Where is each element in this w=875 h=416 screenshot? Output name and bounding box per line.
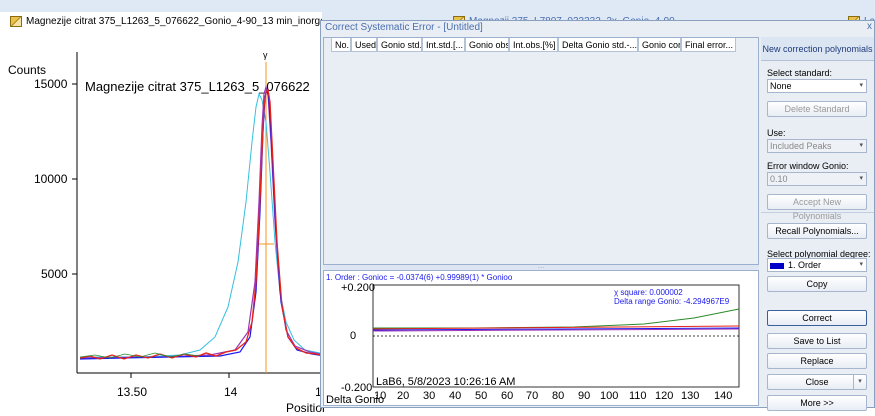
tab-magnezije-citrat[interactable]: Magnezije citrat 375_L1263_5_076622_Goni… [0, 12, 322, 32]
use-value: Included Peaks [770, 141, 832, 151]
panel-header: New correction polynomials [761, 37, 874, 61]
x-tick-label: 1 [315, 385, 322, 399]
x-tick-label: 13.50 [117, 385, 147, 399]
y-axis-label: Counts [8, 63, 46, 77]
x-tick-label: 40 [449, 390, 461, 402]
blue-curve [372, 327, 740, 331]
chevron-down-icon: ▾ [859, 82, 863, 89]
x-tick-label: 30 [423, 390, 435, 402]
error-window-value: 0.10 [770, 174, 788, 184]
close-icon[interactable]: x [867, 21, 872, 32]
copy-button[interactable]: Copy [767, 276, 867, 292]
x-tick-label: 80 [552, 390, 564, 402]
x-ticks: 10 20 30 40 50 60 70 80 90 100 110 120 1… [374, 390, 732, 402]
x-tick-label: 60 [501, 390, 513, 402]
accept-new-polynomials-button[interactable]: Accept New Polynomials [767, 194, 867, 221]
column-header-gonio-cor[interactable]: Gonio cor. [638, 38, 681, 52]
standard-label: LaB6, 5/8/2023 10:26:16 AM [376, 376, 515, 388]
x-tick-label: 50 [475, 390, 487, 402]
standard-group: Select standard: None ▾ Delete Standard … [761, 61, 874, 221]
x-tick-label: 10 [374, 390, 386, 402]
x-tick-label: 14 [224, 385, 238, 399]
polynomial-caption: 1. Order : Gonioc = -0.0374(6) +0.99989(… [326, 273, 513, 282]
y-zero-label: 0 [350, 330, 356, 342]
select-standard-value: None [770, 81, 792, 91]
pane-splitter[interactable]: .... [323, 264, 759, 270]
chevron-down-icon: ▾ [859, 175, 863, 182]
x-tick-label: 130 [681, 390, 699, 402]
red-profile [79, 88, 325, 360]
x-tick-label: 90 [578, 390, 590, 402]
cyan-profile [80, 92, 325, 358]
series-color-swatch [770, 262, 784, 269]
chevron-down-icon: ▾ [859, 261, 863, 268]
purple-profile [79, 84, 325, 359]
green-curve [373, 308, 740, 329]
more-button[interactable]: More >> [767, 395, 867, 411]
y-tick-label: 5000 [41, 267, 68, 281]
peak-marker-label: γ [263, 50, 268, 60]
document-icon [10, 15, 22, 27]
tab-label: Magnezije citrat 375_L1263_5_076622_Goni… [26, 16, 322, 27]
polynomial-degree-label: Select polynomial degree: [767, 249, 871, 259]
delta-range-text: Delta range Gonio: -4.294967E9 [614, 297, 730, 306]
column-header-gonio-std[interactable]: Gonio std. [377, 38, 422, 52]
column-header-delta-gonio[interactable]: Delta Gonio std.-... [558, 38, 638, 52]
column-header-gonio-obs[interactable]: Gonio obs. [465, 38, 509, 52]
column-header-final-error[interactable]: Final error... [681, 38, 736, 52]
select-standard-label: Select standard: [767, 68, 833, 78]
plot-title: Magnezije citrat 375_L1263_5_076622 [85, 79, 310, 94]
diffractogram-canvas: Counts 15000 10000 5000 13.50 14 1 Posit… [8, 50, 325, 415]
select-standard-combo[interactable]: None ▾ [767, 79, 867, 93]
error-window-combo[interactable]: 0.10 ▾ [767, 172, 867, 186]
diffractogram-plot[interactable]: Counts 15000 10000 5000 13.50 14 1 Posit… [0, 32, 325, 416]
column-header-int-std[interactable]: Int.std.[... [422, 38, 465, 52]
column-header-no[interactable]: No. [331, 38, 351, 52]
green-noise [79, 352, 201, 359]
delete-standard-button[interactable]: Delete Standard [767, 101, 867, 117]
replace-button[interactable]: Replace [767, 353, 867, 369]
x-tick-label: 120 [655, 390, 673, 402]
close-button[interactable]: Close ▾ [767, 374, 867, 390]
correct-button[interactable]: Correct [767, 310, 867, 326]
x-tick-label: 70 [526, 390, 538, 402]
grid-header: No. Used Gonio std. Int.std.[... Gonio o… [331, 38, 736, 52]
x-tick-label: 100 [600, 390, 618, 402]
close-button-label: Close [805, 377, 829, 387]
use-combo[interactable]: Included Peaks ▾ [767, 139, 867, 153]
red-curve [372, 325, 740, 330]
polynomial-degree-combo[interactable]: 1. Order ▾ [767, 258, 867, 272]
error-window-label: Error window Gonio: [767, 161, 849, 171]
chevron-down-icon[interactable]: ▾ [853, 375, 866, 389]
use-label: Use: [767, 128, 786, 138]
dialog-title: Correct Systematic Error - [Untitled] [321, 21, 874, 35]
recall-polynomials-button[interactable]: Recall Polynomials... [767, 223, 867, 239]
correction-canvas: 1. Order : Gonioc = -0.0374(6) +0.99989(… [326, 273, 740, 406]
polynomial-degree-value: 1. Order [788, 260, 822, 270]
y-tick-label: 15000 [34, 77, 68, 91]
correction-plot[interactable]: 1. Order : Gonioc = -0.0374(6) +0.99989(… [323, 270, 759, 406]
chi-square-text: χ square: 0.000002 [614, 288, 683, 297]
purple-curve [372, 328, 740, 332]
y-axis-label: Delta Gonio [326, 394, 384, 405]
y-top-label: +0.200 [341, 282, 375, 294]
x-tick-label: 20 [397, 390, 409, 402]
column-header-used[interactable]: Used [351, 38, 377, 52]
x-axis-label: Position [°2θ] (Copper (Cu)) [286, 401, 325, 415]
correct-systematic-error-dialog[interactable]: Correct Systematic Error - [Untitled] x … [320, 20, 875, 411]
chevron-down-icon: ▾ [859, 142, 863, 149]
save-to-list-button[interactable]: Save to List [767, 333, 867, 349]
y-bottom-label: -0.200 [341, 382, 372, 394]
standards-grid[interactable]: No. Used Gonio std. Int.std.[... Gonio o… [323, 37, 759, 265]
x-tick-label: 110 [629, 390, 647, 402]
y-tick-label: 10000 [34, 172, 68, 186]
column-header-int-obs[interactable]: Int.obs.[%] [509, 38, 558, 52]
x-tick-label: 140 [714, 390, 732, 402]
correction-panel: New correction polynomials Select standa… [761, 37, 874, 411]
blue-profile [79, 89, 325, 360]
